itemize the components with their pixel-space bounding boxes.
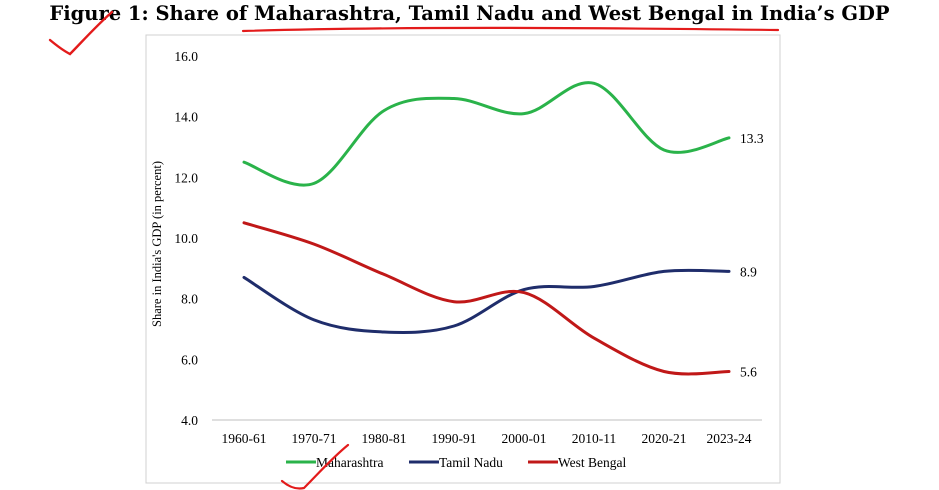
x-tick-label: 2010-11 (572, 431, 617, 446)
y-tick-label: 8.0 (181, 292, 198, 307)
y-tick-label: 14.0 (174, 110, 198, 125)
chart-border (145, 34, 781, 484)
series-line-west-bengal (242, 221, 731, 376)
check-mark-annotation (48, 10, 114, 56)
end-value-label: 8.9 (740, 264, 757, 279)
x-tick-label: 1960-61 (222, 431, 267, 446)
end-labels: 13.3 8.9 5.6 (740, 131, 764, 380)
series-line-maharashtra (242, 81, 731, 187)
series-lines (242, 81, 731, 376)
x-tick-label: 2020-21 (642, 431, 687, 446)
end-value-label: 13.3 (740, 131, 764, 146)
y-axis-label: Share in India's GDP (in percent) (150, 161, 164, 327)
y-tick-label: 6.0 (181, 352, 198, 367)
x-tick-label: 2023-24 (707, 431, 752, 446)
series-line-tamil-nadu (242, 268, 731, 334)
legend-label: West Bengal (558, 455, 627, 470)
x-axis-ticks: 1960-61 1970-71 1980-81 1990-91 2000-01 2010-… (222, 431, 752, 446)
y-axis-ticks: 4.0 6.0 8.0 10.0 12.0 14.0 16.0 (174, 49, 198, 428)
end-value-label: 5.6 (740, 364, 757, 379)
x-tick-label: 1980-81 (362, 431, 407, 446)
underline-annotation (241, 26, 780, 33)
legend: Maharashtra Tamil Nadu West Bengal (286, 455, 627, 470)
legend-label: Tamil Nadu (439, 455, 503, 470)
y-tick-label: 4.0 (181, 413, 198, 428)
check-mark-annotation-2 (280, 443, 350, 490)
x-tick-label: 1970-71 (292, 431, 337, 446)
legend-label: Maharashtra (316, 455, 383, 470)
figure-title: Figure 1: Share of Maharashtra, Tamil Na… (49, 2, 890, 25)
x-tick-label: 1990-91 (432, 431, 477, 446)
y-tick-label: 10.0 (174, 231, 198, 246)
y-tick-label: 12.0 (174, 170, 198, 185)
x-tick-label: 2000-01 (502, 431, 547, 446)
y-tick-label: 16.0 (174, 49, 198, 64)
